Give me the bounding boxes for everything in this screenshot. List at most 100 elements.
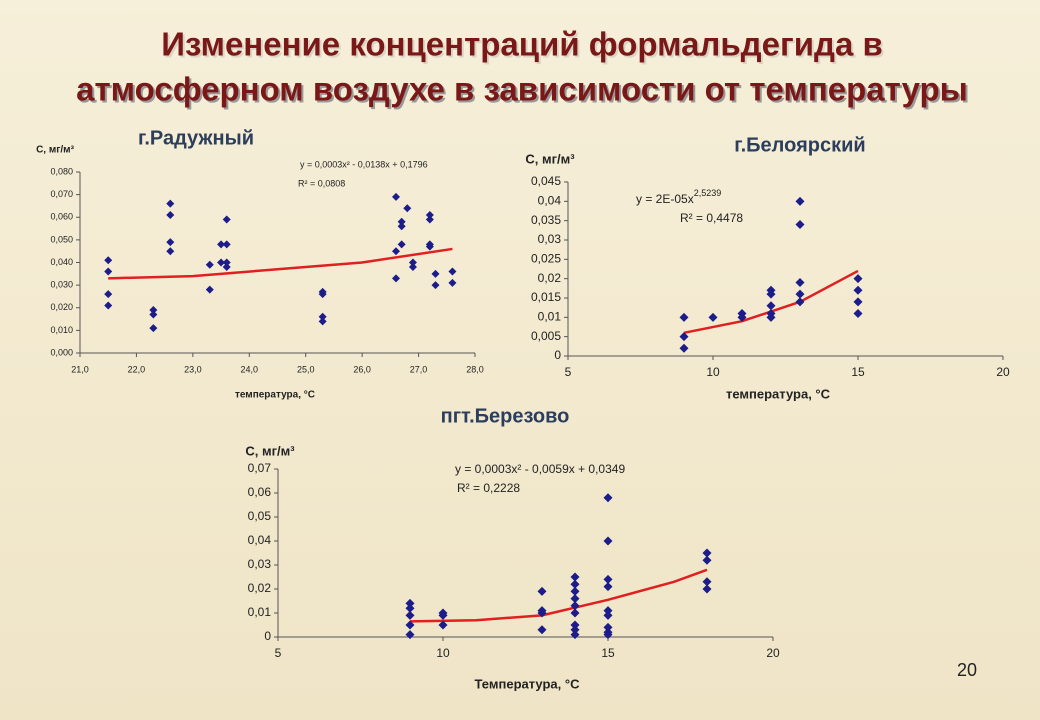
- data-point: [603, 493, 613, 503]
- x-tick-label: 27,0: [410, 364, 428, 374]
- data-point: [431, 269, 440, 278]
- data-point: [853, 274, 863, 284]
- data-point: [570, 601, 580, 611]
- data-point: [222, 215, 231, 224]
- x-tick-label: 10: [706, 365, 720, 379]
- data-point: [166, 238, 175, 247]
- y-tick-label: 0: [264, 629, 271, 643]
- data-point: [166, 210, 175, 219]
- data-point: [537, 608, 547, 618]
- data-point: [708, 312, 718, 322]
- data-point: [766, 301, 776, 311]
- x-tick-label: 15: [851, 365, 865, 379]
- y-tick-label: 0,04: [248, 533, 272, 547]
- data-point: [853, 308, 863, 318]
- data-point: [679, 312, 689, 322]
- title-shadow: атмосферном воздухе в зависимости от тем…: [78, 73, 970, 110]
- equation-base: y = 2E-05x: [636, 192, 694, 206]
- data-point: [570, 608, 580, 618]
- data-point: [405, 630, 415, 640]
- y-tick-label: 0,040: [50, 257, 73, 267]
- data-point: [603, 606, 613, 616]
- data-point: [222, 258, 231, 267]
- chart-title: пгт.Березово: [441, 405, 570, 427]
- data-point: [149, 310, 158, 319]
- data-point: [603, 574, 613, 584]
- data-point: [679, 343, 689, 353]
- data-point: [217, 240, 226, 249]
- data-point: [392, 247, 400, 256]
- x-tick-label: 24,0: [241, 364, 259, 374]
- data-point: [104, 256, 113, 265]
- y-tick-label: 0,03: [538, 232, 562, 246]
- equation-exponent: 2,5239: [694, 188, 722, 198]
- data-point: [217, 258, 226, 267]
- data-point: [795, 220, 805, 230]
- y-tick-label: 0,04: [538, 194, 562, 208]
- data-point: [405, 610, 415, 620]
- y-tick-label: 0,050: [50, 234, 73, 244]
- data-point: [104, 267, 113, 276]
- data-point: [438, 620, 448, 630]
- data-point: [702, 577, 712, 587]
- data-point: [570, 572, 580, 582]
- y-axis-label: С, мг/м³: [245, 443, 295, 458]
- data-point: [853, 297, 863, 307]
- x-tick-label: 5: [275, 646, 282, 660]
- data-point: [438, 610, 448, 620]
- x-tick-label: 26,0: [353, 364, 371, 374]
- x-axis-label: температура, °С: [235, 390, 315, 401]
- y-tick-label: 0,05: [248, 509, 272, 523]
- x-tick-label: 20: [996, 365, 1010, 379]
- data-point: [405, 603, 415, 613]
- data-point: [603, 622, 613, 632]
- data-point: [766, 312, 776, 322]
- data-point: [408, 263, 417, 272]
- data-point: [853, 285, 863, 295]
- y-tick-label: 0,07: [248, 461, 272, 475]
- r-squared: R² = 0,2228: [457, 481, 520, 495]
- y-axis-label: С, мг/м³: [525, 151, 575, 166]
- x-tick-label: 23,0: [184, 364, 202, 374]
- y-tick-label: 0,080: [50, 166, 73, 176]
- data-point: [570, 579, 580, 589]
- data-point: [318, 312, 327, 321]
- x-tick-label: 21,0: [71, 364, 89, 374]
- y-tick-label: 0,020: [50, 302, 73, 312]
- data-point: [570, 625, 580, 635]
- x-tick-label: 28,0: [466, 364, 484, 374]
- trendline: [108, 247, 453, 280]
- x-tick-label: 25,0: [297, 364, 315, 374]
- data-point: [603, 582, 613, 592]
- y-tick-label: 0,000: [50, 347, 73, 357]
- equation: y = 0,0003x² - 0,0138x + 0,1796: [300, 159, 428, 169]
- data-point: [392, 192, 400, 201]
- title-shadow: Изменение концентраций формальдегида в: [163, 28, 885, 65]
- y-tick-label: 0,025: [531, 252, 561, 266]
- data-point: [104, 290, 113, 299]
- data-point: [425, 210, 434, 219]
- data-point: [408, 258, 417, 267]
- data-point: [205, 285, 214, 294]
- data-point: [537, 586, 547, 596]
- data-point: [603, 536, 613, 546]
- data-point: [149, 306, 158, 315]
- page-number: 20: [957, 660, 977, 680]
- chart-title: г.Радужный: [138, 127, 254, 149]
- y-tick-label: 0,01: [538, 310, 562, 324]
- y-tick-label: 0,030: [50, 280, 73, 290]
- data-point: [431, 281, 440, 290]
- data-point: [104, 301, 113, 310]
- x-tick-label: 10: [436, 646, 450, 660]
- y-tick-label: 0,005: [531, 329, 561, 343]
- data-point: [570, 586, 580, 596]
- data-point: [570, 630, 580, 640]
- data-point: [403, 204, 412, 213]
- y-tick-label: 0,02: [248, 581, 272, 595]
- data-point: [795, 297, 805, 307]
- data-point: [405, 620, 415, 630]
- x-tick-label: 15: [601, 646, 615, 660]
- data-point: [603, 610, 613, 620]
- equation: y = 2E-05x2,5239: [636, 188, 721, 206]
